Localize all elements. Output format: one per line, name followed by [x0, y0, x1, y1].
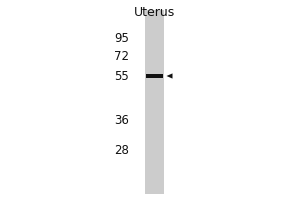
Text: 72: 72 — [114, 49, 129, 62]
Text: Uterus: Uterus — [134, 6, 175, 19]
Text: 28: 28 — [114, 144, 129, 156]
Bar — [146, 74, 164, 78]
Polygon shape — [167, 73, 172, 79]
Text: 36: 36 — [114, 114, 129, 127]
Text: 55: 55 — [114, 70, 129, 82]
Text: 95: 95 — [114, 31, 129, 45]
Bar — [145, 10, 164, 194]
